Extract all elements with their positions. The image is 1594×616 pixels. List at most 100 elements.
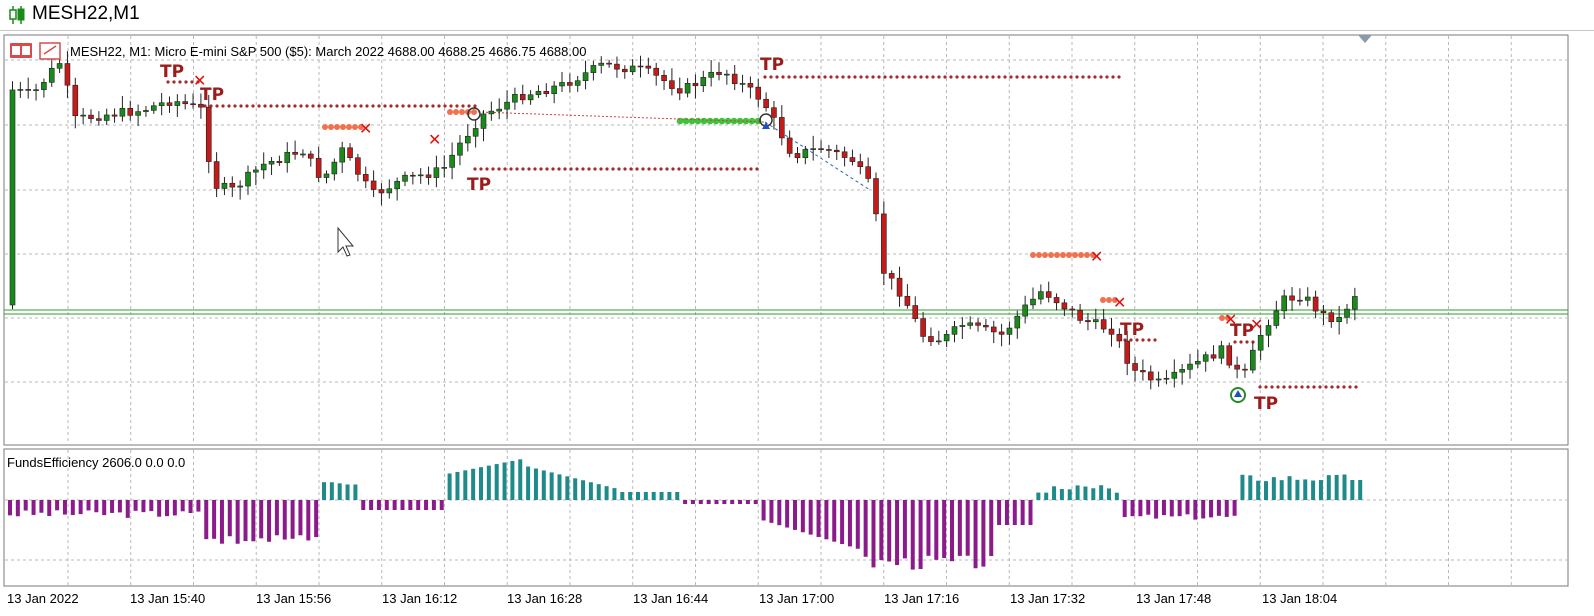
indicator-bar bbox=[431, 500, 436, 510]
bear-candle bbox=[1053, 297, 1060, 304]
bear-candle bbox=[990, 326, 997, 333]
bull-candle bbox=[464, 135, 471, 144]
bull-candle bbox=[268, 160, 275, 165]
indicator-bar bbox=[1185, 500, 1190, 515]
bear-candle bbox=[25, 89, 32, 91]
tp-level-dot bbox=[967, 75, 971, 79]
indicator-bar bbox=[180, 500, 185, 512]
bull-candle bbox=[959, 325, 966, 327]
tp-level-dot bbox=[1342, 385, 1346, 389]
chart-menu-icon[interactable] bbox=[10, 43, 32, 58]
tp-level-dot bbox=[793, 75, 797, 79]
bull-candle bbox=[935, 340, 942, 343]
tp-level-dot bbox=[1270, 385, 1274, 389]
bear-candle bbox=[841, 151, 848, 158]
indicator-bar bbox=[518, 459, 523, 500]
bull-candle bbox=[724, 73, 730, 76]
tp-level-dot bbox=[1318, 385, 1322, 389]
bull-candle bbox=[1336, 317, 1342, 322]
tp-level-dot bbox=[461, 104, 465, 108]
chart-shift-marker[interactable] bbox=[1358, 35, 1372, 43]
tp-level-dot bbox=[997, 75, 1001, 79]
bear-candle bbox=[1069, 308, 1076, 311]
indicator-bar bbox=[78, 500, 83, 515]
entry-level-dot bbox=[1219, 315, 1225, 321]
tp-level-dot bbox=[527, 167, 531, 171]
bull-candle bbox=[496, 108, 503, 112]
tp-level-dot bbox=[1009, 75, 1013, 79]
bull-candle bbox=[260, 163, 267, 171]
tp-label: TP bbox=[760, 55, 784, 75]
bull-candle bbox=[1093, 319, 1099, 323]
chart-properties-icon[interactable] bbox=[39, 42, 61, 60]
bull-candle bbox=[48, 67, 55, 83]
bull-candle bbox=[1281, 295, 1287, 312]
indicator-bar bbox=[110, 500, 115, 513]
indicator-bar bbox=[840, 500, 845, 545]
bear-candle bbox=[1124, 340, 1130, 364]
indicator-bar bbox=[604, 486, 609, 500]
indicator-bar bbox=[353, 484, 358, 500]
entry-level-dot bbox=[459, 109, 465, 115]
window-titlebar: MESH22,M1 bbox=[0, 0, 1594, 31]
bear-candle bbox=[567, 82, 573, 86]
tp-level-dot bbox=[449, 104, 453, 108]
bull-candle bbox=[143, 110, 149, 112]
bull-candle bbox=[1195, 360, 1201, 365]
tp-level-dot bbox=[1093, 75, 1097, 79]
bull-candle bbox=[551, 85, 557, 94]
tp-level-dot bbox=[1087, 75, 1091, 79]
tp-level-dot bbox=[293, 104, 297, 108]
indicator-bar bbox=[643, 492, 648, 500]
indicator-bar bbox=[683, 500, 688, 504]
tp-level-dot bbox=[829, 75, 833, 79]
indicator-bar bbox=[910, 500, 915, 570]
tp-level-dot bbox=[823, 75, 827, 79]
bear-candle bbox=[755, 86, 762, 100]
bull-candle bbox=[1014, 315, 1021, 329]
tp-level-dot bbox=[323, 104, 327, 108]
indicator-bar bbox=[31, 500, 36, 515]
indicator-bar bbox=[957, 500, 962, 556]
indicator-bar bbox=[934, 500, 939, 560]
bear-candle bbox=[645, 65, 652, 69]
indicator-bar bbox=[863, 500, 868, 557]
indicator-bar bbox=[455, 471, 460, 500]
tp-level-dot bbox=[317, 104, 321, 108]
entry-circle-marker bbox=[467, 107, 481, 121]
tp-level-dot bbox=[719, 167, 723, 171]
bear-candle bbox=[425, 174, 432, 178]
tp-level-dot bbox=[835, 75, 839, 79]
indicator-bar bbox=[526, 466, 531, 500]
bear-candle bbox=[1061, 302, 1068, 310]
indicator-bar bbox=[1020, 500, 1025, 525]
bear-candle bbox=[127, 108, 134, 116]
bull-candle bbox=[253, 169, 259, 173]
bull-candle bbox=[119, 108, 126, 117]
bear-candle bbox=[975, 322, 981, 326]
indicator-bar bbox=[196, 500, 201, 512]
bear-candle bbox=[857, 161, 864, 168]
indicator-bar bbox=[926, 500, 931, 556]
indicator-bar bbox=[1154, 500, 1159, 519]
tp-level-dot bbox=[359, 104, 363, 108]
tp-level-dot bbox=[925, 75, 929, 79]
bear-candle bbox=[292, 151, 298, 155]
tp-level-dot bbox=[1147, 338, 1151, 342]
indicator-bar bbox=[824, 500, 829, 540]
bull-candle bbox=[1187, 363, 1193, 370]
tp-level-dot bbox=[539, 167, 543, 171]
tp-level-dot bbox=[1282, 385, 1286, 389]
tp-level-dot bbox=[955, 75, 959, 79]
tp-level-dot bbox=[1294, 385, 1298, 389]
tp-label: TP bbox=[1230, 321, 1254, 341]
entry-level-dot bbox=[1030, 252, 1036, 258]
indicator-bar bbox=[1130, 500, 1135, 517]
x-tick-label: 13 Jan 16:44 bbox=[633, 591, 708, 606]
bull-candle bbox=[1163, 377, 1170, 380]
tp-level-dot bbox=[701, 167, 705, 171]
tp-level-dot bbox=[1348, 385, 1352, 389]
bull-candle bbox=[504, 101, 510, 110]
tp-level-dot bbox=[677, 167, 681, 171]
